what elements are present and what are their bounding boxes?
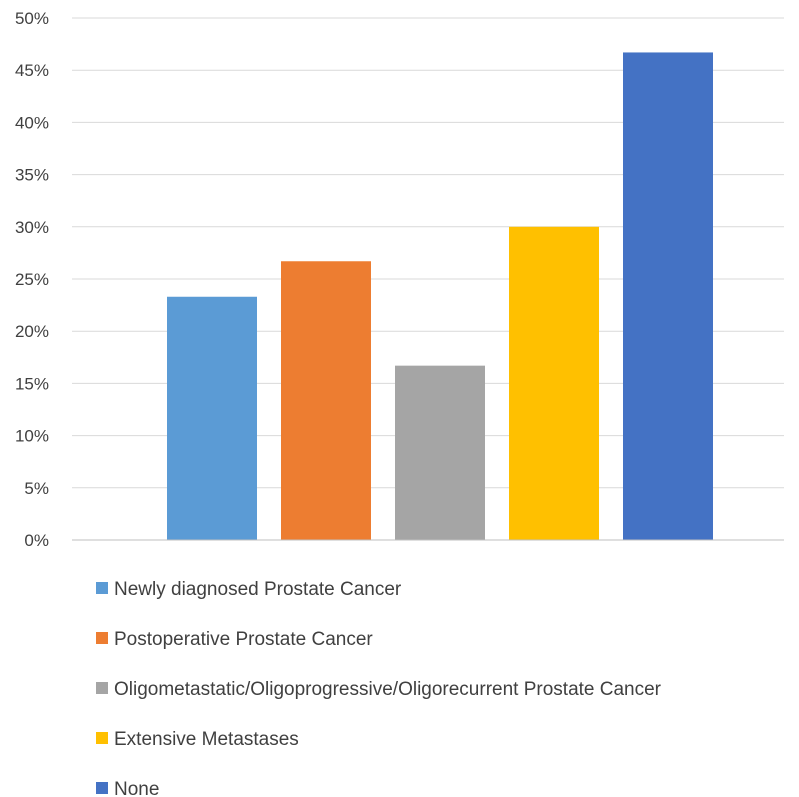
bar-5: [623, 52, 713, 541]
legend-label: Extensive Metastases: [114, 729, 299, 750]
bars: [167, 52, 713, 541]
legend-label: Oligometastatic/Oligoprogressive/Oligore…: [114, 679, 662, 700]
y-tick-label: 40%: [15, 113, 49, 132]
legend-label: None: [114, 779, 159, 797]
y-tick-label: 30%: [15, 218, 49, 237]
legend: Newly diagnosed Prostate Cancer Postopera…: [96, 579, 662, 797]
bar-2: [281, 261, 371, 540]
y-tick-label: 10%: [15, 427, 49, 446]
legend-swatch: [96, 632, 108, 644]
y-tick-label: 15%: [15, 374, 49, 393]
y-tick-label: 0%: [24, 531, 49, 550]
y-axis-tick-labels: 0% 5% 10% 15% 20% 25% 30% 35% 40% 45% 50%: [15, 9, 49, 550]
y-tick-label: 20%: [15, 322, 49, 341]
legend-label: Newly diagnosed Prostate Cancer: [114, 579, 402, 600]
legend-item: Newly diagnosed Prostate Cancer: [96, 579, 402, 600]
y-tick-label: 25%: [15, 270, 49, 289]
legend-swatch: [96, 732, 108, 744]
y-tick-label: 5%: [24, 479, 49, 498]
legend-swatch: [96, 582, 108, 594]
legend-item: None: [96, 779, 159, 797]
legend-item: Extensive Metastases: [96, 729, 299, 750]
legend-swatch: [96, 782, 108, 794]
legend-item: Oligometastatic/Oligoprogressive/Oligore…: [96, 679, 662, 700]
bar-4: [509, 226, 599, 541]
legend-swatch: [96, 682, 108, 694]
bar-1: [167, 296, 257, 540]
y-tick-label: 45%: [15, 61, 49, 80]
legend-item: Postoperative Prostate Cancer: [96, 629, 373, 650]
y-tick-label: 50%: [15, 9, 49, 28]
y-tick-label: 35%: [15, 166, 49, 185]
legend-label: Postoperative Prostate Cancer: [114, 629, 373, 650]
bar-3: [395, 365, 485, 540]
